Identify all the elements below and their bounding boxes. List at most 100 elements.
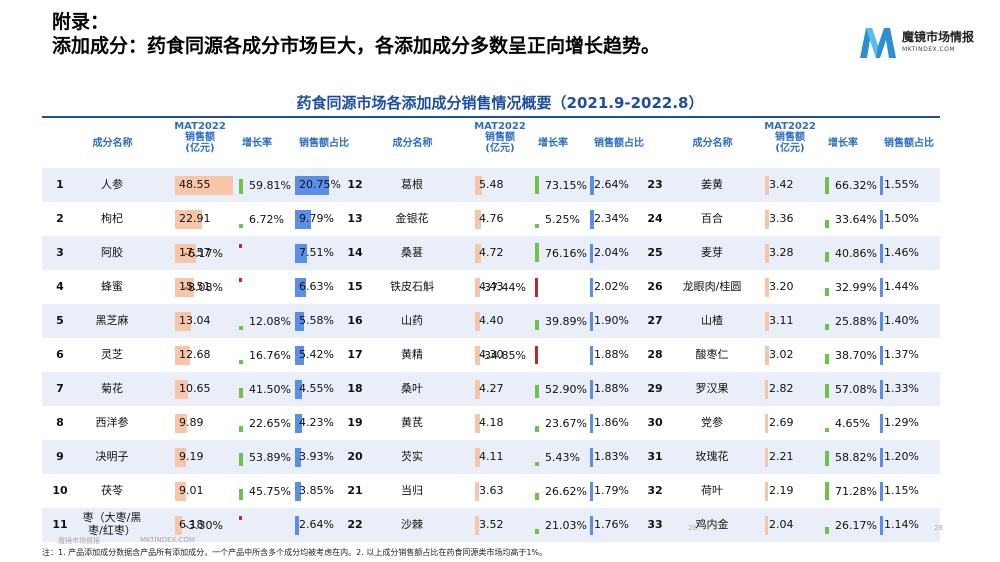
row-name: 黄精 [368,348,456,361]
row-rank: 30 [647,416,663,429]
share-bar [590,312,594,331]
row-share: 5.58% [299,314,334,327]
share-bar [880,380,883,399]
sales-bar [175,176,233,195]
growth-bar [825,527,829,534]
share-bar [880,312,883,331]
row-share: 1.79% [594,484,629,497]
row-share: 1.15% [884,484,919,497]
growth-bar [535,384,539,398]
header-sales: MAT2022 销售额 (亿元) [465,121,535,154]
sales-bar [175,380,188,399]
table-row-band [42,304,940,338]
share-bar [295,210,312,229]
growth-bar [239,179,243,194]
row-share: 4.55% [299,382,334,395]
row-name-line: 罗汉果 [695,382,729,395]
row-share: 1.50% [884,212,919,225]
watermark-brand: 魔镜市场情报 [58,537,100,545]
growth-bar-negative [239,516,242,520]
row-rank: 32 [647,484,663,497]
row-rank: 20 [347,450,363,463]
growth-bar [535,243,539,262]
row-name-line: 铁皮石斛 [390,280,434,293]
row-name: 芡实 [368,450,456,463]
row-rank: 23 [647,178,663,191]
header-sales: MAT2022 销售额 (亿元) [755,121,825,154]
header-sales: MAT2022 销售额 (亿元) [165,121,235,154]
share-bar [590,516,593,535]
logo-m-icon [860,28,896,58]
row-rank: 4 [56,280,64,293]
row-sales: 4.11 [479,450,504,463]
row-sales: 9.89 [179,416,204,429]
share-bar [295,312,305,331]
row-name: 当归 [368,484,456,497]
share-bar [295,448,302,467]
row-name-line: 枸杞 [101,212,123,225]
row-sales: 3.20 [769,280,794,293]
sales-bar [475,448,480,467]
header-share: 销售额占比 [884,138,934,149]
row-sales: 4.72 [479,246,504,259]
sales-bar [475,244,481,263]
row-name: 葛根 [368,178,456,191]
row-sales: 15.51 [179,280,211,293]
row-name: 蜂蜜 [68,280,156,293]
row-rank: 10 [52,484,68,497]
watermark-page-2: 28 [934,524,943,532]
sales-bar [475,414,480,433]
row-share: 1.86% [594,416,629,429]
row-share: 1.46% [884,246,919,259]
row-sales: 3.36 [769,212,794,225]
row-rank: 7 [56,382,64,395]
share-bar [880,516,883,535]
share-bar [880,176,883,195]
row-name: 百合 [668,212,756,225]
row-sales: 4.40 [479,314,504,327]
share-bar [295,380,303,399]
growth-bar [535,426,539,432]
row-sales: 2.82 [769,382,794,395]
row-name: 党参 [668,416,756,429]
growth-bar [825,383,829,398]
row-growth: 41.50% [249,383,291,396]
row-name-line: 茯苓 [101,484,123,497]
row-name-line: 蜂蜜 [101,280,123,293]
growth-bar [825,219,829,228]
header-sales-line: (亿元) [485,143,515,154]
share-bar [590,278,594,297]
row-name-line: 菊花 [101,382,123,395]
growth-bar [825,482,829,500]
row-sales: 3.52 [479,518,504,531]
growth-bar [825,451,829,466]
row-name-line: 百合 [701,212,723,225]
row-growth: 76.16% [545,247,587,260]
row-sales: 48.55 [179,178,211,191]
row-name-line: 鸡内金 [695,518,729,531]
sales-bar [475,516,480,535]
row-share: 4.23% [299,416,334,429]
share-bar [295,176,329,195]
row-growth: 5.25% [545,213,580,226]
growth-bar [825,428,829,432]
header-share: 销售额占比 [594,138,644,149]
growth-bar [535,493,539,500]
row-growth: 23.67% [545,417,587,430]
row-name: 阿胶 [68,246,156,259]
share-bar [880,210,883,229]
row-growth: -8.08% [184,281,223,294]
row-name-line: 决明子 [95,450,129,463]
row-rank: 17 [347,348,363,361]
growth-bar [239,452,243,466]
row-name-line: 山药 [401,314,423,327]
row-name: 西洋参 [68,416,156,429]
header-share: 销售额占比 [299,138,349,149]
row-rank: 9 [56,450,64,463]
row-name-line: 酸枣仁 [695,348,729,361]
row-share: 9.79% [299,212,334,225]
header-name: 成分名称 [92,138,133,149]
row-name: 决明子 [68,450,156,463]
share-bar [590,346,594,365]
growth-bar [825,354,829,364]
